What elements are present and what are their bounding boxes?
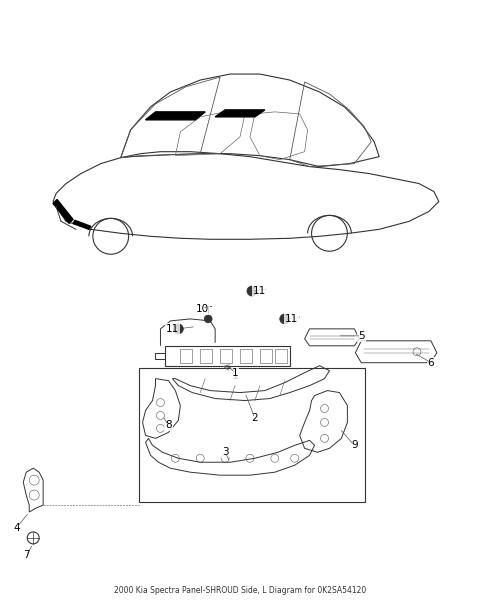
Polygon shape xyxy=(215,110,265,117)
Circle shape xyxy=(247,286,257,296)
Bar xyxy=(180,349,192,363)
Bar xyxy=(200,349,212,363)
Text: 1: 1 xyxy=(232,368,239,377)
Text: 9: 9 xyxy=(351,441,358,450)
Circle shape xyxy=(280,314,290,324)
Bar xyxy=(220,349,232,363)
Text: 11: 11 xyxy=(285,314,299,324)
Text: 6: 6 xyxy=(428,358,434,368)
Text: 8: 8 xyxy=(165,421,172,430)
Bar xyxy=(240,349,252,363)
Circle shape xyxy=(204,315,212,323)
Text: 10: 10 xyxy=(196,304,209,314)
Bar xyxy=(139,368,365,502)
Text: 3: 3 xyxy=(222,447,228,457)
Polygon shape xyxy=(145,112,205,120)
Text: 11: 11 xyxy=(253,286,266,296)
Text: 11: 11 xyxy=(166,324,179,334)
Text: 2000 Kia Spectra Panel-SHROUD Side, L Diagram for 0K2SA54120: 2000 Kia Spectra Panel-SHROUD Side, L Di… xyxy=(114,586,366,595)
Bar xyxy=(275,349,287,363)
Text: 2: 2 xyxy=(252,413,258,424)
Text: 7: 7 xyxy=(23,550,30,560)
Text: 4: 4 xyxy=(13,523,20,533)
Bar xyxy=(260,349,272,363)
Text: 1: 1 xyxy=(231,371,239,380)
Text: 5: 5 xyxy=(358,331,365,341)
Circle shape xyxy=(173,324,183,334)
Polygon shape xyxy=(73,221,91,230)
Polygon shape xyxy=(53,200,73,224)
